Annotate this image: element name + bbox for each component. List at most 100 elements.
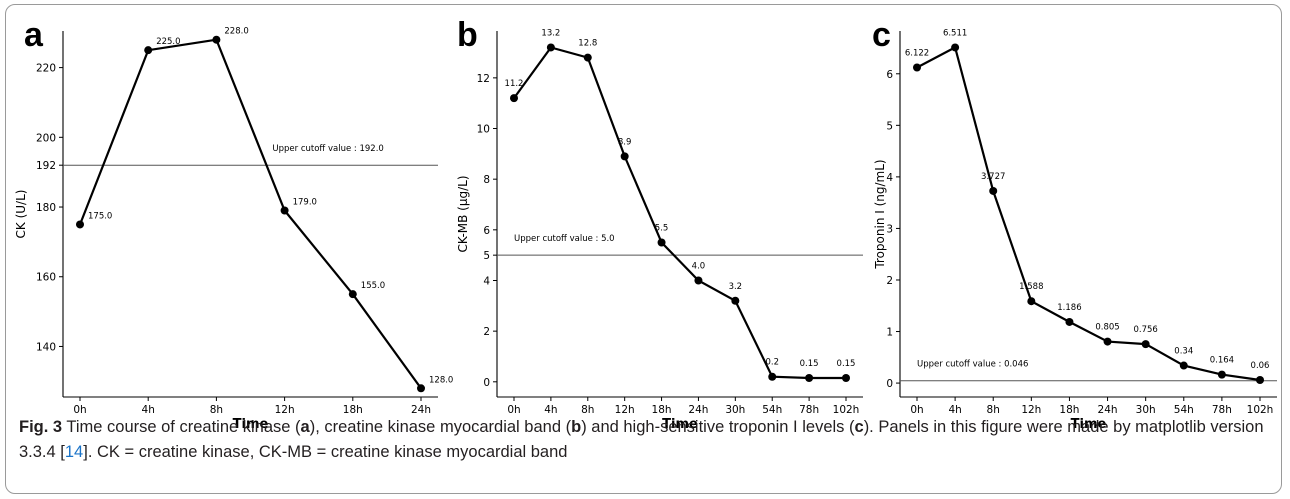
x-tick-label: 54h [762,404,782,416]
data-point [76,220,84,229]
y-tick-label: 2 [483,326,490,338]
x-tick-label: 78h [799,404,819,416]
figure-frame [5,4,1282,494]
data-point [348,290,357,299]
data-label: 0.164 [1210,356,1234,366]
citation-link[interactable]: 14 [64,443,84,461]
y-tick-label: 4 [483,275,490,287]
data-point [583,53,592,62]
y-axis-label: CK-MB (µg/L) [456,175,470,252]
data-point [1103,337,1112,346]
x-axis-label: Time [233,417,269,432]
panel-letter: c [872,16,891,54]
x-tick-label: 30h [1136,404,1156,416]
data-point [417,384,425,393]
data-point [1217,370,1226,379]
data-label: 12.8 [578,39,597,49]
x-tick-label: 24h [1098,404,1118,416]
panel-letter: b [457,16,478,54]
x-tick-label: 0h [73,404,86,416]
data-label: 11.2 [505,79,524,89]
caption-ref-b: b [571,418,582,436]
data-label: 1.186 [1057,303,1081,313]
y-tick-label: 192 [36,160,56,172]
y-tick-label: 220 [36,63,56,75]
x-tick-label: 102h [1247,404,1274,416]
y-tick-label: 140 [36,341,56,353]
y-tick-label: 200 [36,132,56,144]
data-label: 8.9 [618,137,632,147]
data-point [1256,375,1264,384]
y-tick-label: 10 [477,124,490,136]
data-label: 0.756 [1133,325,1157,335]
data-point [731,296,740,305]
data-point [1179,361,1188,370]
data-point [805,374,814,383]
data-point [913,63,921,72]
data-label: 13.2 [541,28,560,38]
y-tick-label: 0 [483,377,490,389]
data-point [1141,340,1150,349]
y-tick-label: 5 [886,120,893,132]
y-tick-label: 2 [886,275,893,287]
data-label: 0.15 [800,359,819,369]
data-label: 0.15 [837,359,856,369]
caption-text-5: ]. CK = creatine kinase, CK-MB = creatin… [83,443,568,461]
chart-panel-b: b 0 2 4 5 6 8 10 12 0h 4h 8h 12h 18h 24h 30h 54h 78h 102h T… [456,16,863,432]
cutoff-label: Upper cutoff value : 5.0 [514,234,615,244]
y-axis-label: Troponin I (ng/mL) [873,159,887,269]
data-point [768,372,777,381]
y-axis-label: CK (U/L) [14,190,28,239]
x-tick-label: 8h [987,404,1000,416]
x-tick-label: 24h [688,404,708,416]
series-line [78,38,422,389]
y-tick-label: 3 [886,223,893,235]
y-tick-label: 160 [36,272,56,284]
data-label: 6.122 [905,48,929,58]
y-tick-label: 4 [886,172,893,184]
x-tick-label: 12h [1021,404,1041,416]
series-line [916,45,1261,382]
x-tick-label: 18h [652,404,672,416]
x-tick-label: 12h [615,404,635,416]
data-point [989,186,998,195]
data-point [510,94,518,103]
chart-panel-c: c 0 1 2 3 4 5 6 0h 4h 8h 12h 18h 24h 30h 54h 78h 102h Time… [872,16,1277,432]
y-tick-label: 5 [483,250,490,262]
data-label: 3.2 [729,282,743,292]
cutoff-label: Upper cutoff value : 0.046 [917,360,1028,370]
x-tick-label: 0h [910,404,923,416]
data-label: 0.06 [1251,361,1270,371]
data-label: 4.0 [692,261,706,271]
data-label: 228.0 [224,27,248,37]
data-point [842,374,850,383]
data-point [657,238,666,247]
x-tick-label: 24h [411,404,431,416]
data-point [1065,317,1074,326]
x-tick-label: 8h [581,404,594,416]
data-point [694,276,703,285]
data-label: 6.511 [943,28,967,38]
cutoff-label: Upper cutoff value : 192.0 [272,144,383,154]
data-point [280,206,289,215]
x-tick-label: 54h [1174,404,1194,416]
data-point [546,43,555,52]
x-tick-label: 78h [1212,404,1232,416]
x-tick-label: 0h [507,404,520,416]
data-label: 0.2 [765,358,779,368]
data-label: 3.727 [981,172,1005,182]
x-tick-label: 102h [833,404,860,416]
x-tick-label: 12h [275,404,295,416]
x-axis-label: Time [662,417,698,432]
data-label: 5.5 [655,223,669,233]
series-line [513,46,846,380]
data-point [951,43,960,52]
y-tick-label: 0 [886,378,893,390]
figure-label: Fig. 3 [19,418,63,436]
data-label: 0.805 [1095,323,1119,333]
data-label: 225.0 [156,37,180,47]
x-axis-label: Time [1071,417,1107,432]
caption-text-1: Time course of creatine kinase ( [62,418,301,436]
x-tick-label: 18h [1059,404,1079,416]
